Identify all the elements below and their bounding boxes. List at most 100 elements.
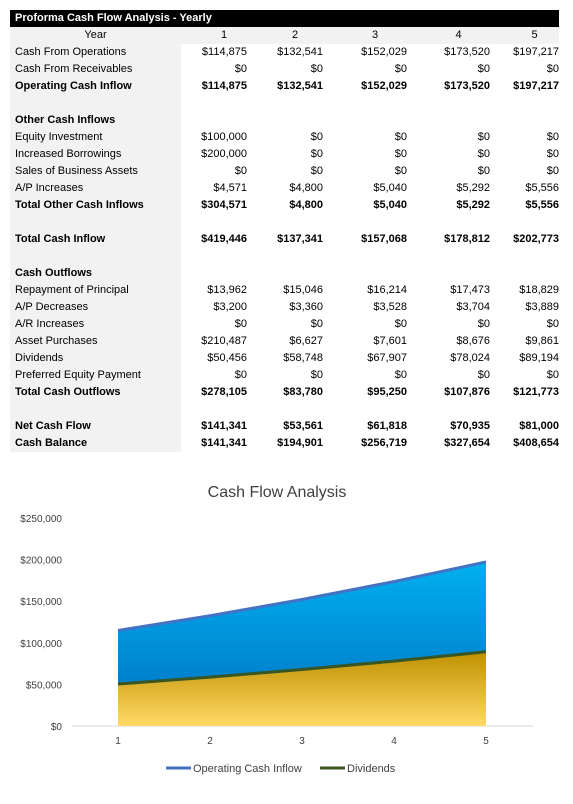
table-row: Other Cash Inflows (10, 112, 559, 129)
row-value (490, 112, 559, 129)
row-value: $194,901 (247, 435, 323, 452)
row-value: $0 (323, 129, 407, 146)
y-tick-label: $250,000 (20, 514, 62, 525)
row-value: $50,456 (181, 350, 247, 367)
row-value (247, 248, 323, 265)
row-value: $0 (407, 163, 490, 180)
x-tick-label: 1 (115, 736, 121, 747)
row-value: $0 (323, 163, 407, 180)
row-value (407, 95, 490, 112)
y-tick-label: $100,000 (20, 639, 62, 650)
table-row: A/P Decreases$3,200$3,360$3,528$3,704$3,… (10, 299, 559, 316)
row-value (323, 214, 407, 231)
x-tick-label: 2 (207, 736, 213, 747)
table-row: Net Cash Flow$141,341$53,561$61,818$70,9… (10, 418, 559, 435)
row-value: $6,627 (247, 333, 323, 350)
row-value: $107,876 (407, 384, 490, 401)
y-tick-label: $150,000 (20, 597, 62, 608)
row-value: $0 (181, 163, 247, 180)
row-value: $7,601 (323, 333, 407, 350)
row-value: $202,773 (490, 231, 559, 248)
row-value: $0 (490, 316, 559, 333)
row-label: Cash Balance (10, 435, 181, 452)
row-value: $61,818 (323, 418, 407, 435)
row-value: $419,446 (181, 231, 247, 248)
row-value (490, 214, 559, 231)
row-value: $114,875 (181, 78, 247, 95)
row-value: $5,040 (323, 197, 407, 214)
row-value: $9,861 (490, 333, 559, 350)
row-value: $0 (181, 316, 247, 333)
row-value: $121,773 (490, 384, 559, 401)
row-value: $178,812 (407, 231, 490, 248)
row-value: $408,654 (490, 435, 559, 452)
row-value (407, 112, 490, 129)
row-value: $0 (323, 61, 407, 78)
table-row: Asset Purchases$210,487$6,627$7,601$8,67… (10, 333, 559, 350)
row-value: $5,040 (323, 180, 407, 197)
row-value (490, 265, 559, 282)
row-value (323, 112, 407, 129)
row-value: $278,105 (181, 384, 247, 401)
x-tick-label: 4 (391, 736, 397, 747)
row-value: $0 (323, 316, 407, 333)
row-value: $0 (181, 367, 247, 384)
row-value (323, 248, 407, 265)
row-label (10, 214, 181, 231)
row-value (490, 95, 559, 112)
row-value: $78,024 (407, 350, 490, 367)
row-label: Operating Cash Inflow (10, 78, 181, 95)
row-value: $327,654 (407, 435, 490, 452)
row-label (10, 248, 181, 265)
year-1-header: 1 (181, 27, 247, 44)
row-value: $132,541 (247, 44, 323, 61)
year-3-header: 3 (323, 27, 407, 44)
y-tick-label: $200,000 (20, 556, 62, 567)
table-row: Total Cash Inflow$419,446$137,341$157,06… (10, 231, 559, 248)
table-row: Dividends$50,456$58,748$67,907$78,024$89… (10, 350, 559, 367)
row-value: $0 (323, 146, 407, 163)
table-row: Cash From Operations$114,875$132,541$152… (10, 44, 559, 61)
year-5-header: 5 (490, 27, 559, 44)
row-value: $152,029 (323, 78, 407, 95)
cash-flow-chart: Cash Flow Analysis $0 $50,000 $100,000 $150… (0, 470, 573, 799)
row-value: $0 (490, 367, 559, 384)
sheet-title: Proforma Cash Flow Analysis - Yearly (10, 10, 559, 27)
chart-title: Cash Flow Analysis (208, 484, 347, 501)
legend-operating-cash-inflow-label: Operating Cash Inflow (193, 763, 302, 775)
row-value: $0 (490, 163, 559, 180)
x-tick-label: 5 (483, 736, 489, 747)
row-value (181, 265, 247, 282)
row-value: $4,571 (181, 180, 247, 197)
row-value (490, 401, 559, 418)
row-value: $0 (407, 367, 490, 384)
row-value: $0 (247, 316, 323, 333)
y-tick-label: $50,000 (26, 680, 63, 691)
row-value: $5,556 (490, 180, 559, 197)
row-value: $197,217 (490, 44, 559, 61)
row-label: A/R Increases (10, 316, 181, 333)
y-tick-label: $0 (51, 722, 63, 733)
row-value: $58,748 (247, 350, 323, 367)
row-label: Asset Purchases (10, 333, 181, 350)
row-value: $89,194 (490, 350, 559, 367)
row-value: $81,000 (490, 418, 559, 435)
row-value: $141,341 (181, 435, 247, 452)
table-row: Preferred Equity Payment$0$0$0$0$0 (10, 367, 559, 384)
row-value (181, 112, 247, 129)
row-value: $5,556 (490, 197, 559, 214)
row-value: $0 (181, 61, 247, 78)
row-value: $0 (490, 61, 559, 78)
cash-flow-table: Year 1 2 3 4 5 Cash From Operations$114,… (10, 27, 559, 452)
table-row (10, 248, 559, 265)
row-label: A/P Decreases (10, 299, 181, 316)
row-label (10, 95, 181, 112)
row-value (407, 214, 490, 231)
table-row: Increased Borrowings$200,000$0$0$0$0 (10, 146, 559, 163)
row-label: Other Cash Inflows (10, 112, 181, 129)
row-value (181, 214, 247, 231)
table-row: Sales of Business Assets$0$0$0$0$0 (10, 163, 559, 180)
year-4-header: 4 (407, 27, 490, 44)
row-value (247, 95, 323, 112)
row-label: Total Other Cash Inflows (10, 197, 181, 214)
